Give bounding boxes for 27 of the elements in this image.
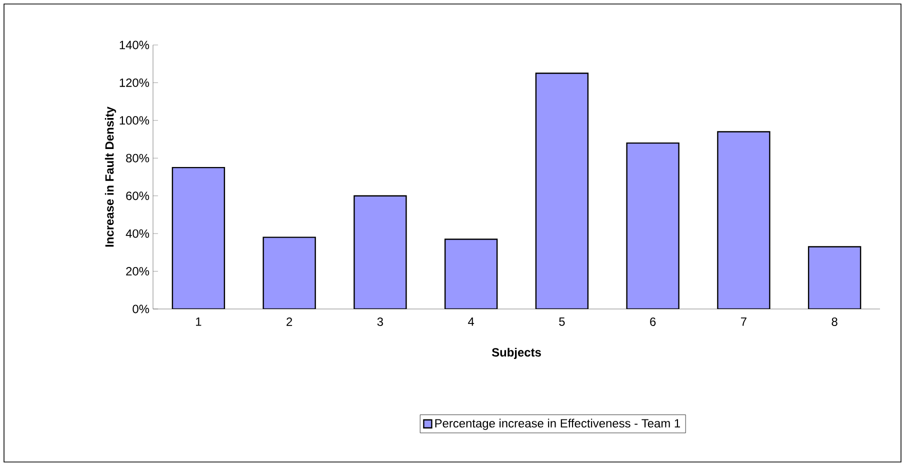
y-tick-label: 80%	[126, 154, 150, 162]
x-tick-label: 4	[468, 318, 474, 326]
y-tick-label: 140%	[120, 40, 150, 50]
bar	[444, 238, 498, 309]
bar	[717, 131, 770, 309]
x-axis-title: Subjects	[492, 348, 541, 359]
y-tick-label: 60%	[126, 192, 150, 200]
bar	[354, 195, 407, 309]
legend-label: Percentage increase in Effectiveness - Team 1	[435, 418, 680, 430]
y-tick-label: 40%	[126, 229, 150, 238]
y-tick-label: 100%	[120, 116, 150, 125]
bar	[626, 142, 680, 309]
bar	[808, 246, 862, 309]
bar	[172, 166, 226, 309]
y-tick-label: 20%	[126, 267, 150, 276]
x-tick-label: 6	[650, 318, 656, 326]
y-axis-title: Increase in Fault Density	[104, 106, 116, 247]
bar	[262, 236, 316, 309]
x-tick-label: 1	[196, 318, 202, 326]
x-tick-label: 5	[559, 318, 565, 326]
bar	[535, 72, 589, 309]
y-tick-label: 0%	[132, 304, 150, 314]
x-tick-label: 7	[740, 318, 746, 326]
y-tick-label: 120%	[120, 78, 150, 87]
x-tick-label: 2	[286, 318, 292, 326]
x-tick-label: 8	[832, 318, 838, 326]
x-tick-label: 3	[377, 318, 383, 326]
